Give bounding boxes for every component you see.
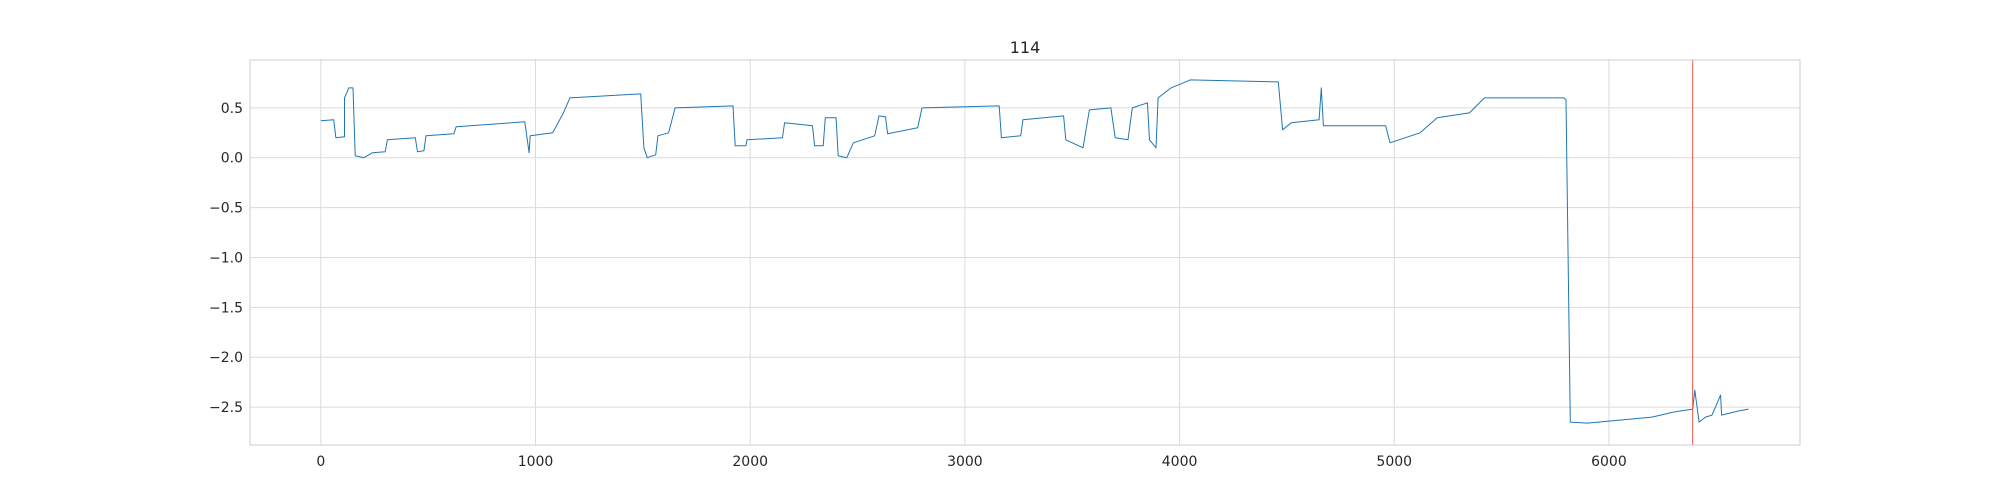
y-axis-ticks: 0.5 0.0 −0.5 −1.0 −1.5 −2.0 −2.5	[209, 101, 243, 416]
y-tick-label: −1.0	[209, 250, 243, 266]
y-tick-label: −2.0	[209, 350, 243, 366]
y-tick-label: −1.5	[209, 300, 243, 316]
y-tick-label: −2.5	[209, 400, 243, 416]
y-tick-label: 0.5	[221, 101, 243, 117]
chart-title: 114	[1010, 38, 1041, 57]
grid	[250, 60, 1800, 445]
x-tick-label: 4000	[1162, 454, 1198, 470]
plot-frame	[249, 59, 1801, 446]
x-tick-label: 5000	[1376, 454, 1412, 470]
series-layer	[320, 79, 1749, 424]
series-line	[320, 79, 1749, 424]
x-tick-label: 2000	[732, 454, 768, 470]
x-tick-label: 1000	[518, 454, 554, 470]
x-tick-label: 3000	[947, 454, 983, 470]
x-axis-ticks: 0 1000 2000 3000 4000 5000 6000	[316, 454, 1626, 470]
x-tick-label: 6000	[1591, 454, 1627, 470]
y-tick-label: −0.5	[209, 201, 243, 217]
y-tick-label: 0.0	[221, 151, 243, 167]
x-tick-label: 0	[316, 454, 325, 470]
